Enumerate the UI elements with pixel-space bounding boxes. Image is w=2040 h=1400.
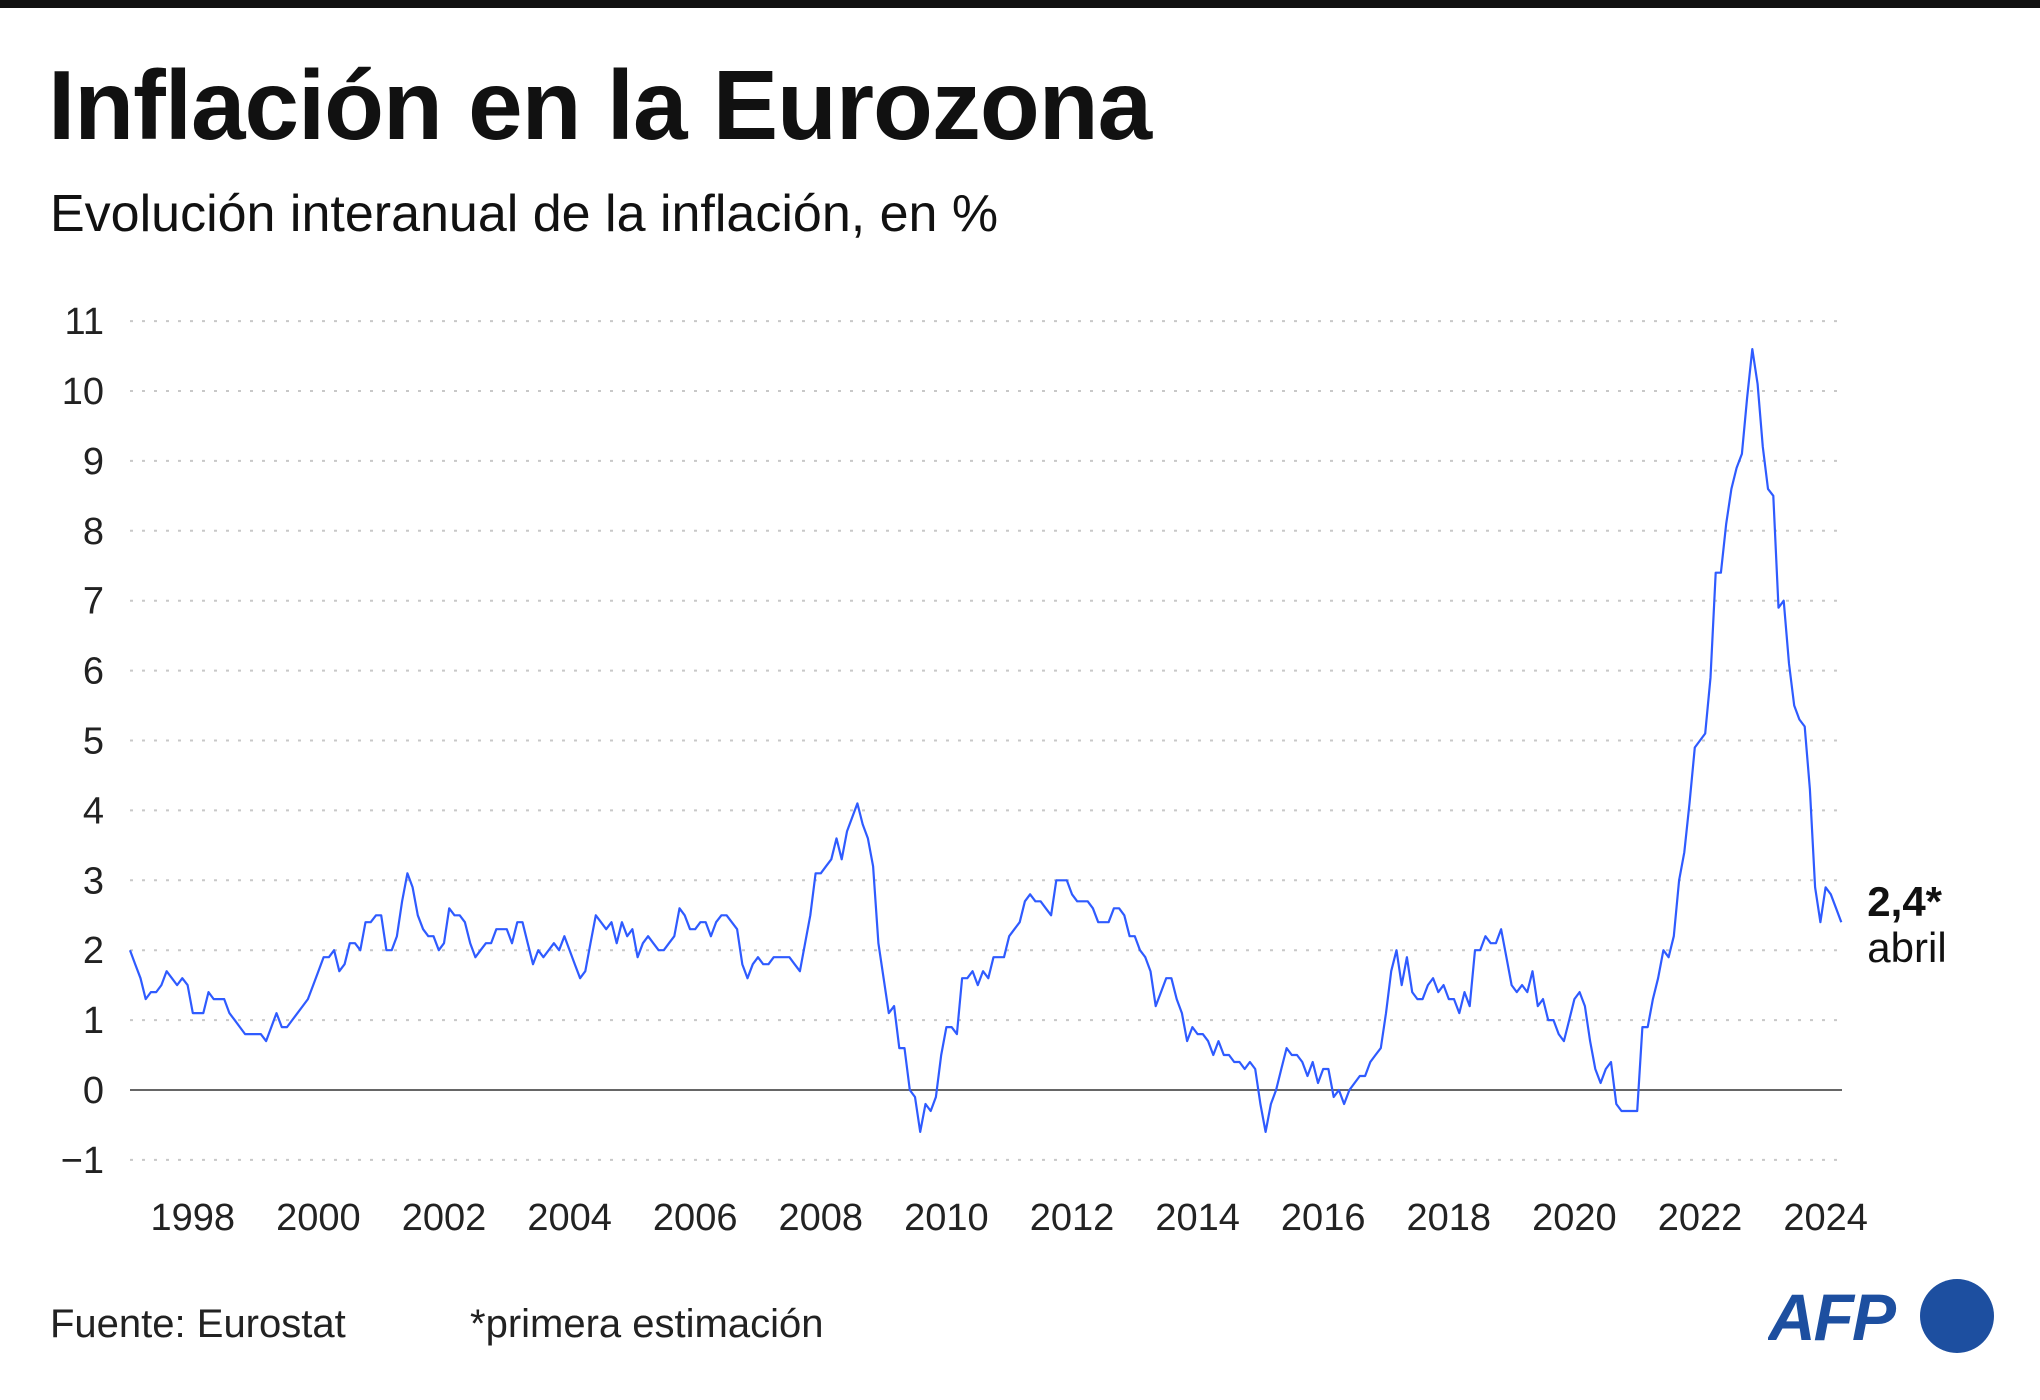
footnote: *primera estimación: [470, 1302, 824, 1346]
x-tick-label: 2006: [653, 1197, 738, 1239]
inflation-series-line: [128, 348, 1843, 1134]
x-tick-label: 2010: [904, 1197, 989, 1239]
chart-title: Inflación en la Eurozona: [48, 50, 1152, 160]
y-tick-label: 7: [83, 581, 104, 623]
y-tick-label: 10: [62, 371, 104, 413]
end-month-label: abril: [1867, 924, 1946, 971]
chart-subtitle: Evolución interanual de la inflación, en…: [50, 185, 999, 243]
afp-logo: AFP: [1768, 1279, 1994, 1354]
y-tick-label: 4: [83, 790, 104, 832]
afp-logo-text: AFP: [1768, 1280, 1897, 1354]
afp-logo-circle: [1920, 1279, 1994, 1353]
x-tick-label: 2008: [779, 1197, 864, 1239]
x-tick-label: 2000: [276, 1197, 361, 1239]
end-value-label: 2,4*: [1867, 878, 1942, 925]
source-note: Fuente: Eurostat: [50, 1302, 346, 1346]
y-tick-label: −1: [61, 1140, 104, 1182]
top-bar: [0, 0, 2040, 8]
y-tick-label: 1: [83, 1000, 104, 1042]
y-tick-label: 8: [83, 511, 104, 553]
y-tick-label: 6: [83, 651, 104, 693]
x-tick-label: 2020: [1532, 1197, 1617, 1239]
y-tick-label: 3: [83, 860, 104, 902]
x-tick-label: 2022: [1658, 1197, 1743, 1239]
y-tick-label: 11: [65, 301, 104, 343]
y-tick-label: 0: [83, 1070, 104, 1112]
y-tick-label: 2: [83, 930, 104, 972]
x-tick-label: 2014: [1155, 1197, 1240, 1239]
x-tick-label: 1998: [151, 1197, 236, 1239]
y-tick-label: 5: [83, 721, 104, 763]
x-tick-label: 2012: [1030, 1197, 1115, 1239]
x-tick-label: 2002: [402, 1197, 487, 1239]
x-tick-label: 2004: [527, 1197, 612, 1239]
x-tick-label: 2016: [1281, 1197, 1366, 1239]
x-tick-label: 2024: [1783, 1197, 1868, 1239]
x-tick-label: 2018: [1407, 1197, 1492, 1239]
y-tick-label: 9: [83, 441, 104, 483]
